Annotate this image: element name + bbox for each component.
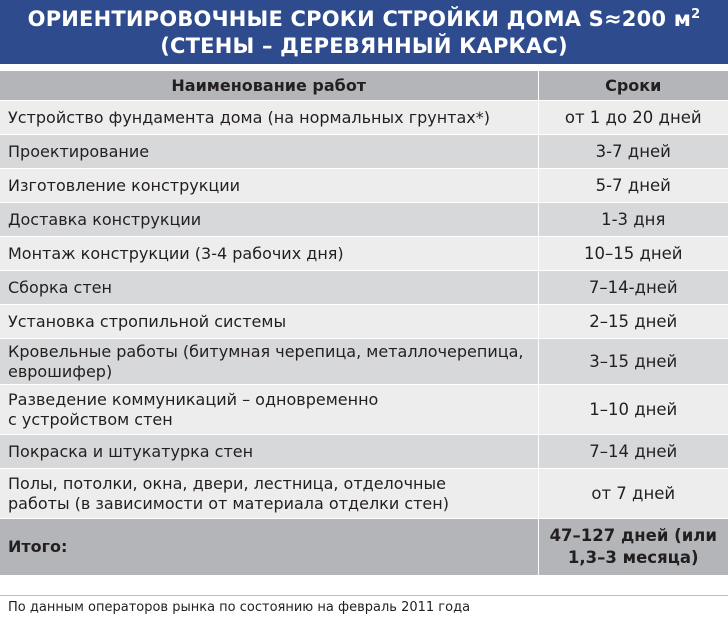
work-cell: Проектирование bbox=[0, 134, 538, 169]
terms-cell: 7–14 дней bbox=[537, 434, 728, 469]
work-cell: Кровельные работы (битумная черепица, ме… bbox=[0, 338, 538, 385]
work-cell: Разведение коммуникаций – одновременно с … bbox=[0, 384, 538, 435]
title-line-1: ОРИЕНТИРОВОЧНЫЕ СРОКИ СТРОЙКИ ДОМА S≈200… bbox=[0, 6, 728, 33]
total-row: Итого: 47–127 дней (или 1,3–3 месяца) bbox=[0, 518, 728, 575]
table-row: Проектирование 3-7 дней bbox=[0, 134, 728, 169]
work-cell: Монтаж конструкции (3-4 рабочих дня) bbox=[0, 236, 538, 271]
work-line-1: Разведение коммуникаций – одновременно bbox=[8, 389, 379, 409]
work-cell: Покраска и штукатурка стен bbox=[0, 434, 538, 469]
table-row: Устройство фундамента дома (на нормальны… bbox=[0, 100, 728, 135]
work-cell: Изготовление конструкции bbox=[0, 168, 538, 203]
table-row: Установка стропильной системы 2–15 дней bbox=[0, 304, 728, 339]
table-row: Изготовление конструкции 5-7 дней bbox=[0, 168, 728, 203]
work-cell: Установка стропильной системы bbox=[0, 304, 538, 339]
title-line-2: (СТЕНЫ – ДЕРЕВЯННЫЙ КАРКАС) bbox=[160, 34, 568, 58]
terms-cell: 3–15 дней bbox=[537, 338, 728, 385]
header-terms: Сроки bbox=[537, 70, 728, 101]
terms-cell: 5-7 дней bbox=[537, 168, 728, 203]
table-row: Кровельные работы (битумная черепица, ме… bbox=[0, 338, 728, 385]
total-label: Итого: bbox=[0, 518, 538, 575]
terms-cell: 10–15 дней bbox=[537, 236, 728, 271]
total-terms-line-2: 1,3–3 месяца) bbox=[567, 547, 699, 567]
table-row: Покраска и штукатурка стен 7–14 дней bbox=[0, 434, 728, 469]
work-cell: Полы, потолки, окна, двери, лестница, от… bbox=[0, 468, 538, 519]
work-cell: Доставка конструкции bbox=[0, 202, 538, 237]
title-banner: ОРИЕНТИРОВОЧНЫЕ СРОКИ СТРОЙКИ ДОМА S≈200… bbox=[0, 0, 728, 64]
work-line-2: работы (в зависимости от материала отдел… bbox=[8, 493, 449, 513]
terms-cell: 1–10 дней bbox=[537, 384, 728, 435]
schedule-table: Наименование работ Сроки Устройство фунд… bbox=[0, 70, 728, 575]
table-header-row: Наименование работ Сроки bbox=[0, 70, 728, 101]
work-line-1: Полы, потолки, окна, двери, лестница, от… bbox=[8, 473, 446, 493]
terms-cell: 2–15 дней bbox=[537, 304, 728, 339]
table-row: Разведение коммуникаций – одновременно с … bbox=[0, 384, 728, 435]
total-terms: 47–127 дней (или 1,3–3 месяца) bbox=[537, 518, 728, 575]
terms-cell: от 7 дней bbox=[537, 468, 728, 519]
title-text: ОРИЕНТИРОВОЧНЫЕ СРОКИ СТРОЙКИ ДОМА S≈200… bbox=[27, 7, 692, 31]
terms-cell: 3-7 дней bbox=[537, 134, 728, 169]
header-work: Наименование работ bbox=[0, 70, 538, 101]
work-line-1: Кровельные работы (битумная черепица, ме… bbox=[8, 341, 524, 361]
source-footnote: По данным операторов рынка по состоянию … bbox=[0, 595, 728, 626]
work-line-2: еврошифер) bbox=[8, 361, 113, 381]
title-superscript: 2 bbox=[691, 7, 701, 22]
work-cell: Сборка стен bbox=[0, 270, 538, 305]
table-row: Доставка конструкции 1-3 дня bbox=[0, 202, 728, 237]
table-row: Полы, потолки, окна, двери, лестница, от… bbox=[0, 468, 728, 519]
terms-cell: от 1 до 20 дней bbox=[537, 100, 728, 135]
terms-cell: 1-3 дня bbox=[537, 202, 728, 237]
terms-cell: 7–14-дней bbox=[537, 270, 728, 305]
work-line-2: с устройством стен bbox=[8, 409, 173, 429]
total-terms-line-1: 47–127 дней (или bbox=[549, 525, 717, 545]
table-row: Сборка стен 7–14-дней bbox=[0, 270, 728, 305]
table-row: Монтаж конструкции (3-4 рабочих дня) 10–… bbox=[0, 236, 728, 271]
work-cell: Устройство фундамента дома (на нормальны… bbox=[0, 100, 538, 135]
